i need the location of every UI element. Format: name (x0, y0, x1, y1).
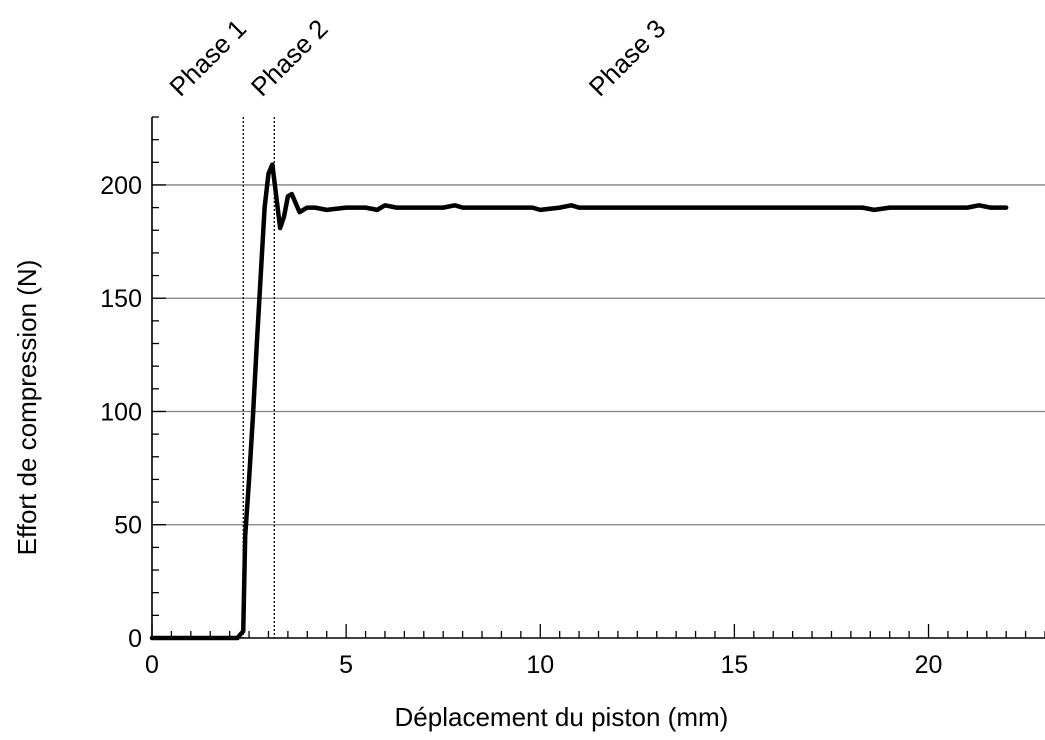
phase-label-3: Phase 3 (583, 13, 672, 102)
y-tick-label: 150 (100, 285, 142, 313)
x-axis-title: Déplacement du piston (mm) (395, 702, 729, 732)
y-tick-label: 100 (100, 398, 142, 426)
phase-label-2: Phase 2 (245, 13, 334, 102)
phase-label-1: Phase 1 (163, 13, 252, 102)
x-tick-label: 5 (339, 651, 353, 679)
series-line-1 (149, 162, 1009, 641)
series-layer (149, 162, 1009, 641)
x-tick-label: 20 (915, 651, 943, 679)
x-tick-label: 0 (145, 651, 159, 679)
y-tick-label: 200 (100, 172, 142, 200)
x-tick-label: 15 (720, 651, 748, 679)
x-tick-label: 10 (526, 651, 554, 679)
grid-layer (152, 184, 1045, 526)
y-axis-title: Effort de compression (N) (12, 260, 42, 556)
y-tick-label: 0 (128, 625, 142, 653)
y-tick-label: 50 (114, 512, 142, 540)
